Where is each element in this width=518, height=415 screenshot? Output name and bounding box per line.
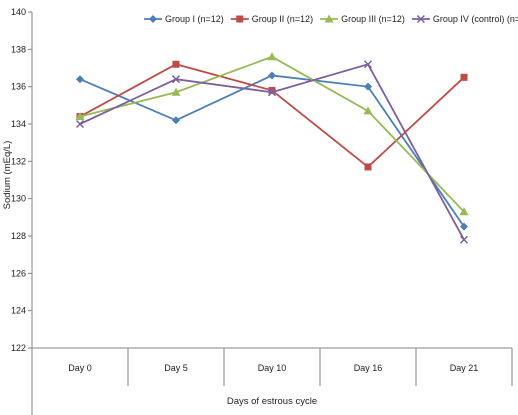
y-tick-label: 134 (11, 119, 26, 129)
data-point-marker (236, 15, 244, 23)
legend-label: Group I (n=12) (165, 14, 224, 24)
series-layer (75, 52, 469, 244)
series-3 (75, 52, 469, 216)
data-point-marker (76, 75, 84, 84)
y-tick-label: 126 (11, 268, 26, 278)
data-point-marker (171, 87, 181, 96)
legend: Group I (n=12) Group II (n=12) Group III (… (144, 14, 518, 24)
y-tick-label: 136 (11, 82, 26, 92)
data-point-marker (363, 106, 373, 115)
data-point-marker (75, 119, 85, 129)
data-point-marker (364, 82, 372, 91)
series-4 (75, 60, 469, 244)
data-point-marker (267, 52, 277, 61)
x-category-label: Day 10 (258, 363, 287, 373)
data-point-marker (363, 60, 373, 69)
legend-entry-1: Group I (n=12) (144, 14, 224, 24)
y-tick-label: 132 (11, 156, 26, 166)
data-point-marker (268, 71, 276, 80)
x-category-label: Day 16 (354, 363, 383, 373)
x-category-label: Day 21 (450, 363, 479, 373)
legend-entry-4: Group IV (control) (n=12) (411, 14, 518, 24)
data-point-marker (324, 14, 334, 23)
x-category-label: Day 0 (68, 363, 92, 373)
y-tick-label: 124 (11, 306, 26, 316)
y-tick-label: 122 (11, 343, 26, 353)
data-point-marker (459, 207, 469, 216)
legend-label: Group III (n=12) (341, 14, 405, 24)
data-point-marker (172, 60, 180, 68)
y-tick-label: 130 (11, 194, 26, 204)
data-point-marker (416, 14, 425, 24)
y-tick-label: 140 (11, 7, 26, 17)
data-point-marker (172, 116, 180, 125)
y-tick-label: 138 (11, 44, 26, 54)
data-point-marker (459, 235, 469, 244)
data-point-marker (267, 88, 277, 97)
y-axis-label: Sodium (mEq/L) (2, 141, 13, 210)
data-point-marker (171, 75, 181, 84)
legend-label: Group II (n=12) (252, 14, 313, 24)
x-axis-categories: Day 0 Day 5 Day 10 Day 16 Day 21 (68, 363, 478, 373)
data-point-marker (268, 86, 276, 94)
legend-entry-3: Group III (n=12) (320, 14, 405, 24)
data-point-marker (149, 15, 157, 23)
y-axis-ticks: 122 124 126 128 130 132 134 136 138 140 (11, 7, 32, 353)
legend-entry-2: Group II (n=12) (230, 14, 313, 24)
data-point-marker (460, 73, 468, 81)
data-point-marker (364, 163, 372, 171)
legend-label: Group IV (control) (n=12) (433, 14, 518, 24)
x-category-label: Day 5 (164, 363, 188, 373)
series-1 (76, 71, 468, 231)
y-tick-label: 128 (11, 231, 26, 241)
data-point-marker (75, 112, 85, 121)
x-axis-label: Days of estrous cycle (227, 396, 317, 407)
data-point-marker (460, 222, 468, 231)
